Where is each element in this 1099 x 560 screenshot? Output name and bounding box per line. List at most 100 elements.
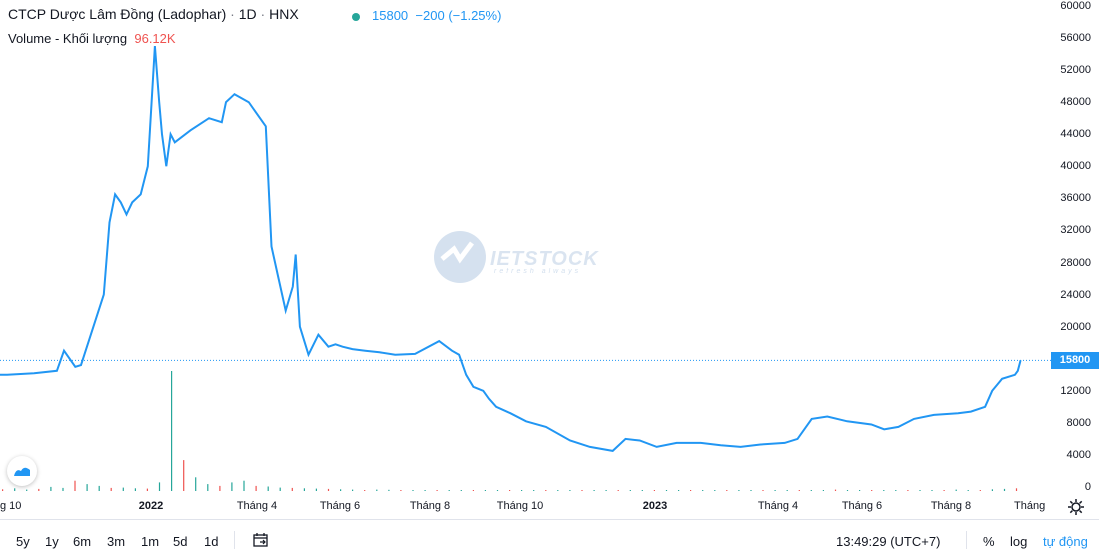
range-button-1d[interactable]: 1d [204,534,219,549]
time-tick-label: Tháng 6 [319,500,361,512]
volume-bar [267,486,269,491]
volume-bar [665,490,668,491]
volume-bar [955,489,957,491]
price-change: −200 [415,8,445,23]
volume-bar [593,490,595,491]
volume-bar [702,490,704,491]
volume-legend: Volume - Khối lượng 96.12K [8,31,176,46]
range-button-1y[interactable]: 1y [45,534,59,549]
last-price: 15800 [372,8,409,23]
time-tick-label: Tháng 6 [841,500,883,512]
volume-bar [979,490,981,491]
bottom-toolbar [0,519,1099,560]
clock-time[interactable]: 13:49:29 (UTC+7) [836,534,941,549]
volume-bar [315,488,317,491]
volume-value: 96.12K [134,31,176,46]
volume-bar [2,489,4,491]
volume-bar [472,490,474,491]
volume-bar [484,490,486,491]
volume-bar [798,490,800,491]
price-tick-label: 52000 [1060,64,1091,77]
volume-bar [50,486,52,491]
time-tick-label: Tháng 8 [409,500,451,512]
volume-bar [834,489,837,491]
volume-bar [122,487,124,491]
range-button-5d[interactable]: 5d [173,534,188,549]
volume-bar [846,490,849,491]
range-button-5y[interactable]: 5y [16,534,30,549]
volume-bar [943,490,945,491]
time-tick-label: 2022 [138,500,164,512]
price-tick-label: 28000 [1060,256,1091,269]
volume-bar [690,490,692,491]
volume-bar [376,489,378,491]
volume-bar [146,488,148,491]
volume-bar [352,489,354,491]
price-tick-label: 0 [1084,481,1091,493]
volume-bar [810,490,812,491]
price-tick-label: 24000 [1060,288,1091,301]
volume-bar [653,490,655,491]
volume-bar [786,490,788,491]
exchange-label: HNX [269,6,299,22]
volume-bar [738,490,740,491]
volume-bar [859,490,861,491]
volume-bar [183,460,185,491]
volume-bar [714,490,716,491]
volume-bar [340,489,342,491]
volume-bar [388,489,390,491]
volume-bar [871,490,873,491]
volume-bar [509,490,511,491]
volume-bar [400,490,402,491]
volume-bar [641,490,643,491]
volume-bar [967,490,969,491]
time-tick-label: g 10 [0,500,22,512]
volume-bar [762,490,764,491]
volume-bar [678,490,680,491]
volume-bar [207,484,209,491]
time-tick-label: Tháng 4 [757,500,799,512]
gear-icon[interactable] [1066,497,1086,517]
watermark-text: IETSTOCK [490,248,599,270]
price-tick-label: 40000 [1060,160,1091,173]
price-line [0,46,1022,452]
last-price-badge: 15800 [1051,352,1099,370]
range-button-1m[interactable]: 1m [141,534,160,549]
volume-bar [14,488,16,491]
price-tick-label: 60000 [1060,0,1091,12]
volume-bar [86,484,88,491]
volume-bar [557,490,559,491]
time-tick-label: Tháng 4 [236,500,278,512]
volume-bar [822,490,824,491]
volume-bar [931,490,933,491]
volume-bar [533,490,535,491]
date-range-icon[interactable] [252,532,270,551]
interval-label: 1D [238,6,257,22]
tradingview-logo-icon[interactable] [7,456,37,486]
volume-bar [895,490,897,491]
volume-bar [907,490,909,491]
volume-bar [496,490,499,491]
volume-bar [1015,488,1018,491]
time-tick-label: Tháng 10 [496,500,544,512]
price-tick-label: 32000 [1060,224,1091,237]
percent-toggle[interactable]: % [983,534,995,549]
volume-bar [605,490,607,491]
toolbar-divider [966,531,967,549]
price-tick-label: 44000 [1060,128,1091,141]
price-tick-label: 56000 [1060,32,1091,45]
price-tick-label: 8000 [1066,416,1091,429]
volume-label: Volume - Khối lượng [8,31,128,46]
log-toggle[interactable]: log [1010,534,1028,549]
range-button-6m[interactable]: 6m [73,534,92,549]
volume-bar [364,490,366,491]
volume-bars [2,371,1018,491]
auto-scale-toggle[interactable]: tự động [1043,534,1088,549]
range-button-3m[interactable]: 3m [107,534,126,549]
price-tick-label: 20000 [1060,320,1091,333]
volume-bar [629,490,631,491]
toolbar-divider [234,531,235,549]
volume-bar [774,490,776,491]
volume-bar [291,487,293,491]
